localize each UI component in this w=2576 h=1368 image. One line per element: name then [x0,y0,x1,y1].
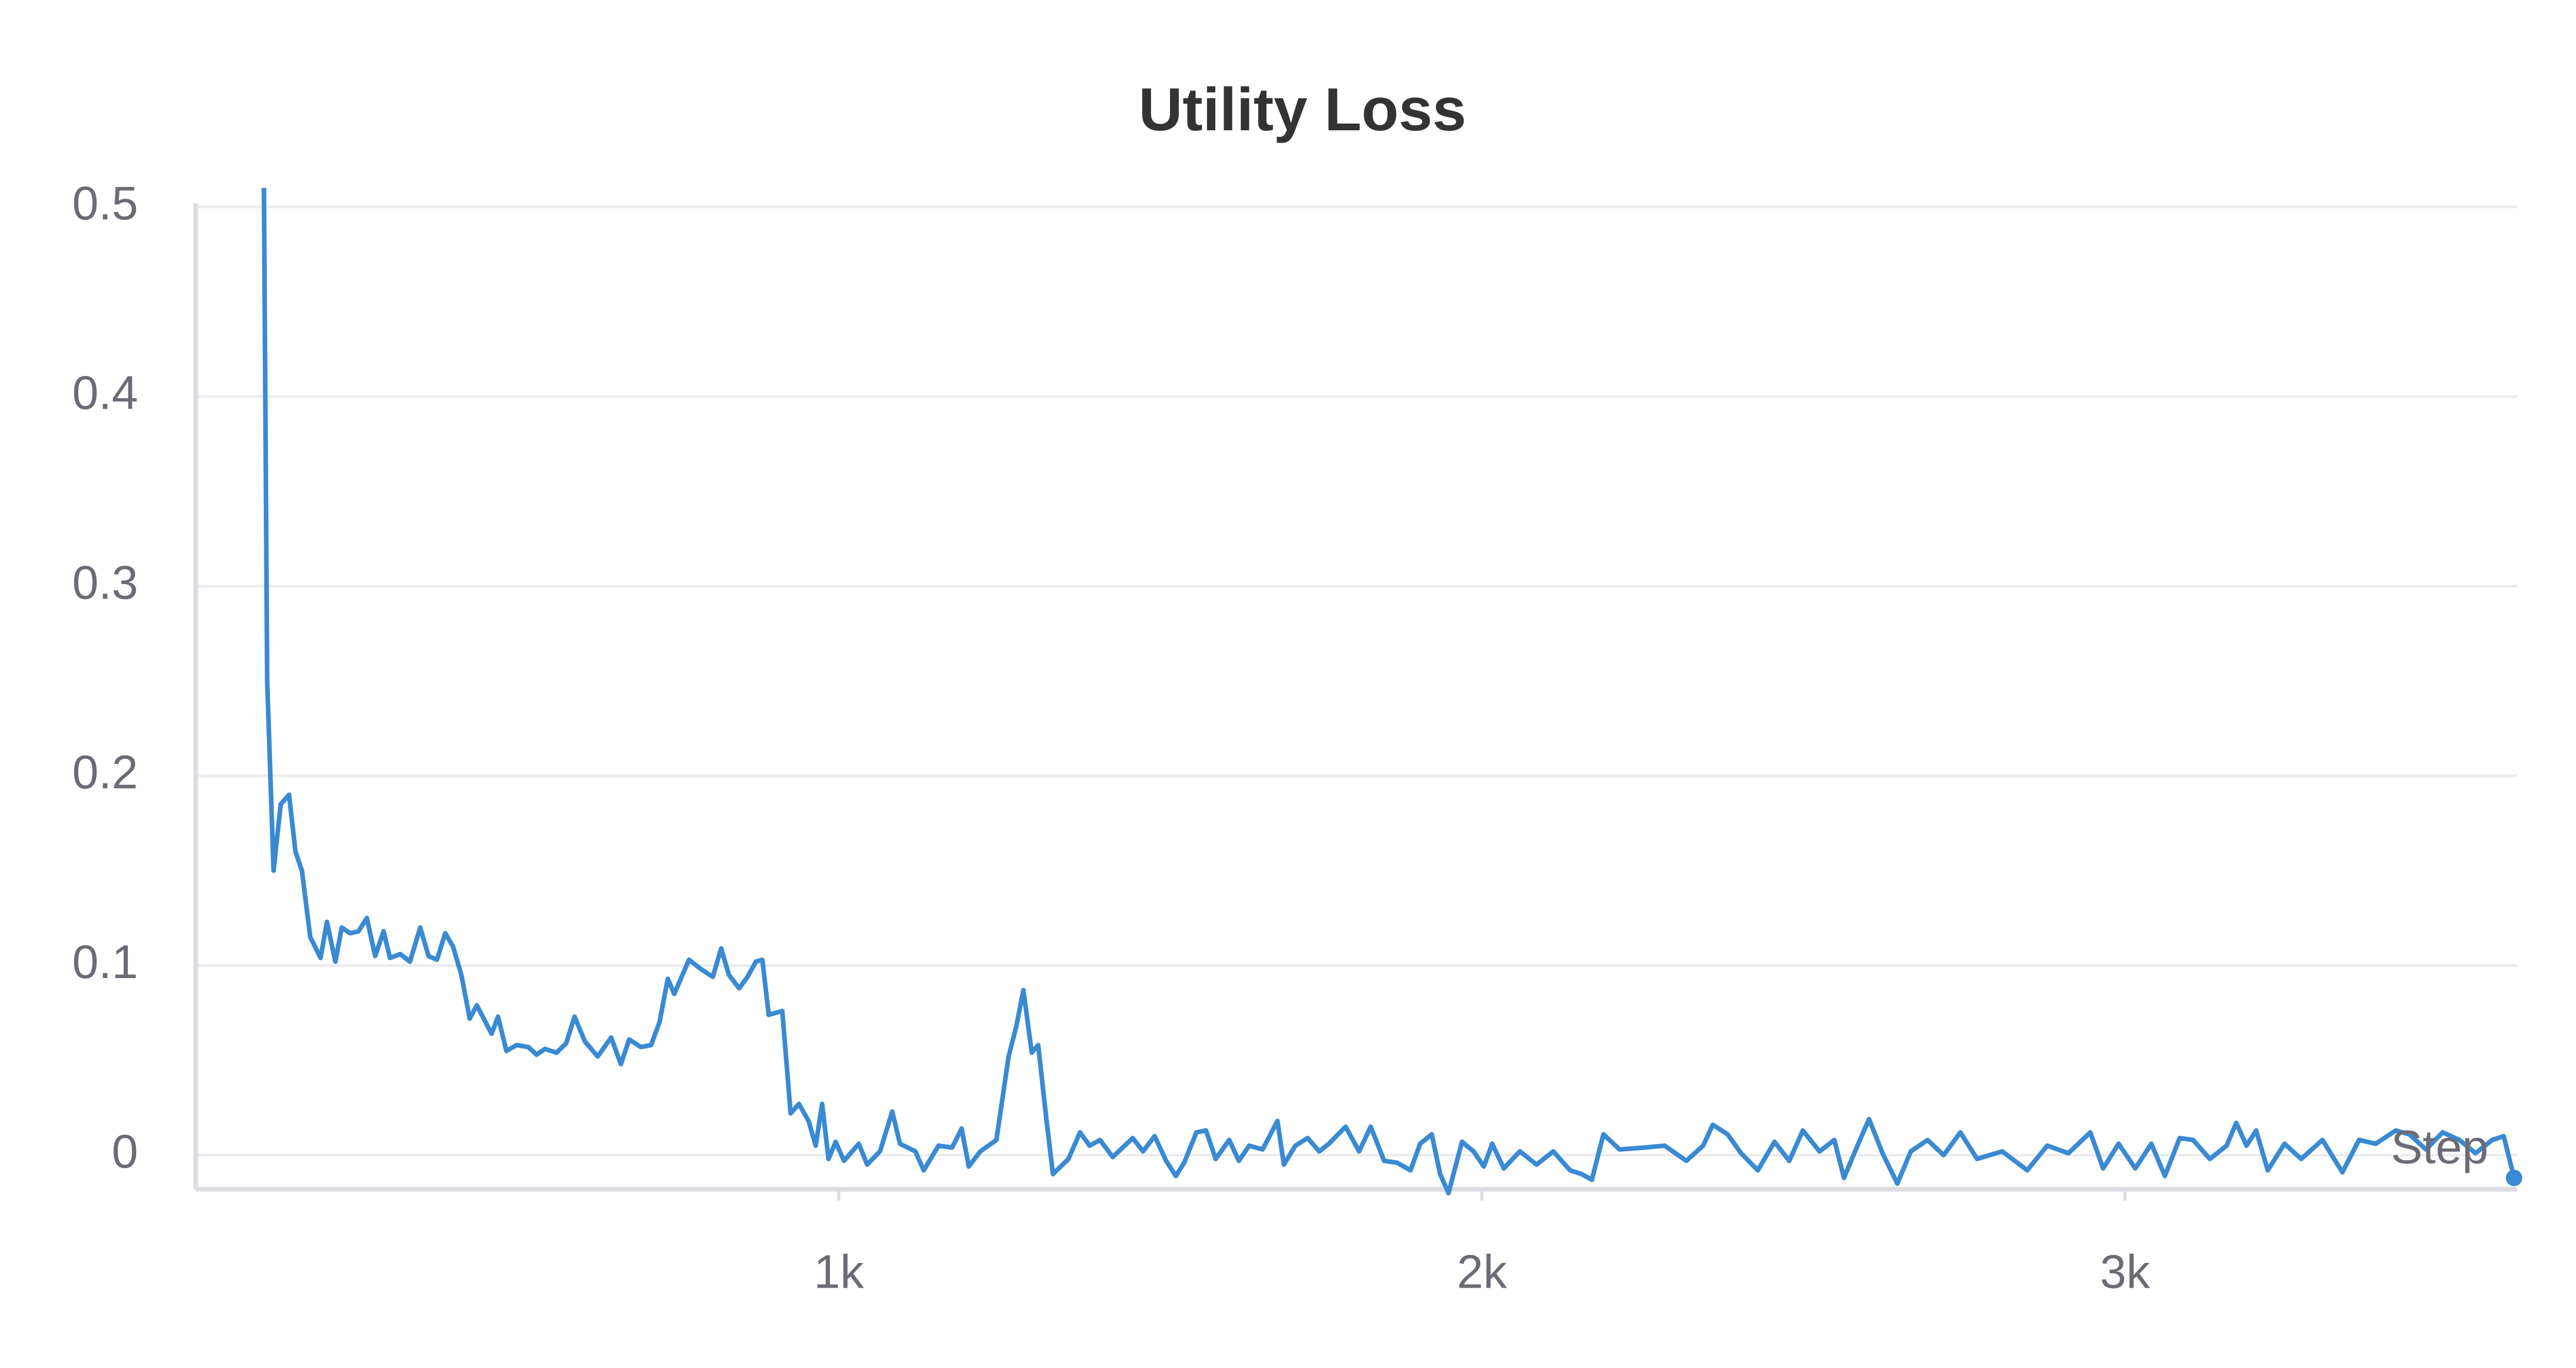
x-tick-label: 1k [814,1245,865,1298]
y-tick-label: 0.5 [72,177,138,230]
last-point [2505,1169,2522,1186]
data-line [261,187,2517,1195]
x-tick-label: 2k [1457,1245,1507,1298]
y-tick-label: 0 [112,1125,138,1178]
y-tick-label: 0.4 [72,367,138,419]
x-axis-label: Step [2391,1121,2488,1173]
y-tick-label: 0.3 [72,556,138,609]
x-tick-label: 3k [2100,1245,2150,1298]
chart-title: Utility Loss [1139,76,1466,144]
y-tick-label: 0.1 [72,936,138,988]
y-tick-label: 0.2 [72,746,138,799]
